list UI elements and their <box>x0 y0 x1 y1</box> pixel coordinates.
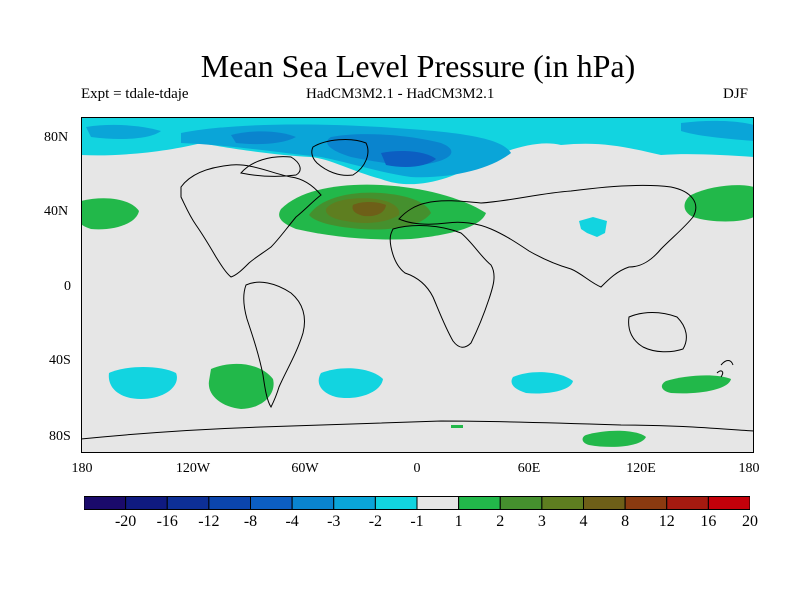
antarctica-coast <box>81 420 754 440</box>
colorbar-label: 12 <box>658 513 675 530</box>
lon-label: 0 <box>413 461 421 476</box>
new-zealand-coast <box>716 360 734 378</box>
colorbar-swatch <box>666 496 709 510</box>
colorbar-swatch <box>458 496 501 510</box>
lat-label: 80N <box>44 130 69 145</box>
lon-label: 180 <box>71 461 93 476</box>
australia-coast <box>628 312 687 353</box>
positive-anomaly-regions <box>81 184 754 447</box>
colorbar-swatch <box>541 496 585 510</box>
colorbar-swatch <box>374 496 418 510</box>
colorbar-label: -1 <box>410 513 424 530</box>
arctic-anomaly-region <box>81 117 754 185</box>
colorbar-label: -20 <box>114 513 137 530</box>
colorbar-label: 3 <box>537 513 546 530</box>
colorbar-swatch <box>250 496 293 510</box>
colorbar-label: 1 <box>454 513 463 530</box>
colorbar-label: -2 <box>368 513 383 530</box>
colorbar-swatch <box>291 496 335 510</box>
colorbar-swatch <box>84 496 127 510</box>
colorbar-label: 8 <box>621 513 630 530</box>
lon-label: 60W <box>291 461 319 476</box>
experiment-label: Expt = tdale-tdaje <box>81 86 189 102</box>
colorbar <box>84 496 750 510</box>
model-label: HadCM3M2.1 - HadCM3M2.1 <box>306 86 495 102</box>
greenland-coast <box>311 139 369 176</box>
lat-label: 0 <box>64 279 71 294</box>
negative-anomaly-regions <box>108 217 607 399</box>
lon-label: 120E <box>626 461 656 476</box>
colorbar-label: 20 <box>742 513 758 530</box>
lat-label: 40S <box>49 353 71 368</box>
colorbar-swatch <box>416 496 460 510</box>
lon-label: 180 <box>738 461 760 476</box>
colorbar-swatch <box>208 496 252 510</box>
south-america-coast <box>243 281 305 408</box>
lat-label: 40N <box>44 204 69 219</box>
colorbar-swatch <box>125 496 168 510</box>
lon-label: 120W <box>175 461 211 476</box>
north-america-coast <box>180 164 322 278</box>
colorbar-label: -8 <box>243 513 258 530</box>
colorbar-label: 16 <box>700 513 717 530</box>
colorbar-label: -4 <box>285 513 299 530</box>
colorbar-label: 2 <box>496 513 505 530</box>
map-panel <box>81 117 754 453</box>
map-svg <box>81 117 754 453</box>
colorbar-swatch <box>333 496 376 510</box>
lon-label: 60E <box>517 461 541 476</box>
africa-coast <box>389 225 495 348</box>
chart-title: Mean Sea Level Pressure (in hPa) <box>200 48 636 84</box>
colorbar-swatch <box>707 496 750 510</box>
colorbar-swatch <box>499 496 543 510</box>
colorbar-swatch <box>624 496 668 510</box>
eurasia-coast <box>398 184 697 288</box>
season-label: DJF <box>723 86 749 102</box>
coastlines <box>81 139 754 440</box>
colorbar-label: 4 <box>579 513 588 530</box>
colorbar-swatch <box>166 496 210 510</box>
canadian-arctic-coast <box>240 156 301 177</box>
lat-label: 80S <box>49 429 71 444</box>
colorbar-label: -12 <box>198 513 220 530</box>
colorbar-swatch <box>583 496 626 510</box>
colorbar-label: -3 <box>327 513 341 530</box>
colorbar-label: -16 <box>156 513 178 530</box>
